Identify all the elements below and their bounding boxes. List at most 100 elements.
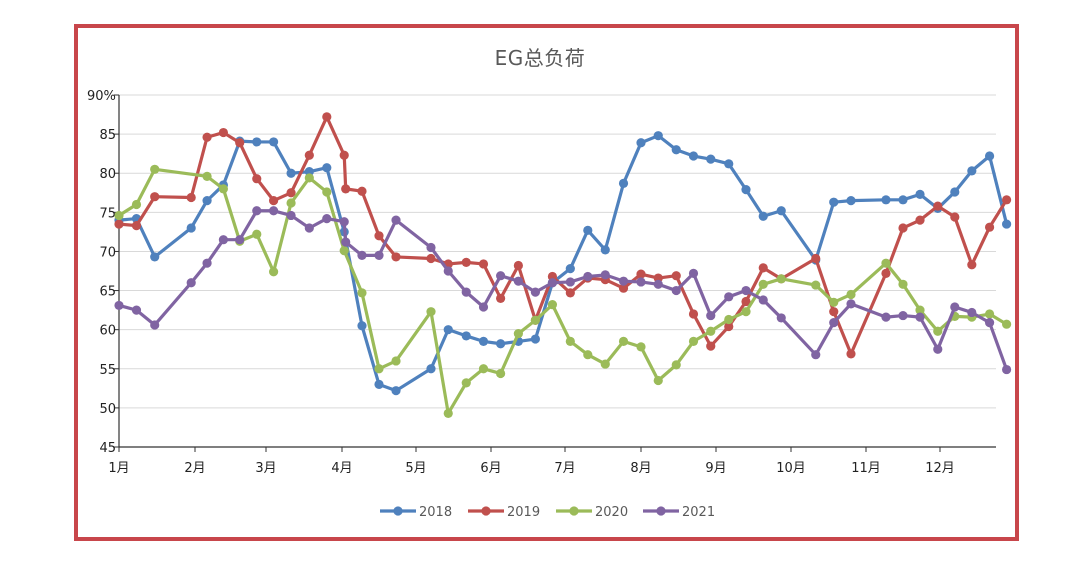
- data-point: [443, 325, 453, 335]
- data-point: [391, 356, 401, 366]
- data-point: [600, 270, 610, 280]
- data-point: [565, 277, 575, 287]
- data-point: [898, 279, 908, 289]
- data-point: [1002, 364, 1012, 375]
- x-tick-label: 10月: [776, 461, 806, 476]
- data-point: [706, 326, 716, 336]
- data-point: [461, 287, 471, 297]
- data-point: [202, 132, 212, 142]
- data-point: [322, 213, 332, 224]
- data-point: [898, 310, 908, 321]
- data-point: [426, 364, 436, 374]
- series-line: [117, 134, 1009, 393]
- data-point: [443, 266, 453, 276]
- chart-frame: [74, 24, 1019, 541]
- data-point: [186, 192, 196, 203]
- data-point: [829, 297, 839, 307]
- legend-marker: [481, 506, 491, 516]
- data-point: [269, 137, 279, 147]
- data-point: [583, 225, 593, 235]
- data-point: [950, 302, 960, 312]
- y-tick-label: 80: [99, 167, 116, 182]
- y-axis-ticks: 45 50 55 60 65 70 75 80 85 90%: [87, 89, 119, 456]
- data-point: [881, 195, 891, 205]
- y-tick-label: 70: [99, 245, 116, 260]
- data-point: [881, 312, 891, 322]
- data-point: [950, 212, 960, 222]
- data-point: [547, 300, 558, 310]
- legend: 2018 2019 2020 2021: [380, 505, 715, 520]
- data-point: [984, 309, 995, 319]
- data-point: [618, 336, 629, 346]
- data-point: [478, 364, 489, 374]
- data-point: [339, 217, 349, 227]
- data-point: [374, 231, 384, 241]
- x-tick-label: 12月: [925, 461, 955, 476]
- data-point: [304, 223, 314, 233]
- data-point: [741, 307, 751, 317]
- data-point: [811, 280, 821, 290]
- data-point: [933, 201, 943, 211]
- data-point: [811, 350, 821, 360]
- data-point: [496, 293, 506, 303]
- legend-item-2021: 2021: [643, 505, 715, 520]
- data-point: [218, 235, 228, 245]
- data-point: [671, 145, 681, 155]
- data-point: [131, 221, 142, 231]
- data-point: [1002, 319, 1012, 329]
- data-point: [269, 206, 279, 216]
- data-point: [374, 364, 384, 374]
- data-point: [671, 271, 681, 281]
- data-point: [671, 285, 681, 296]
- series-line: [117, 167, 1009, 415]
- data-point: [269, 267, 279, 277]
- data-point: [688, 336, 699, 346]
- data-point: [478, 336, 489, 346]
- data-point: [846, 299, 856, 309]
- y-tick-label: 55: [99, 363, 116, 378]
- x-tick-label: 9月: [705, 461, 726, 476]
- x-tick-label: 8月: [630, 461, 651, 476]
- data-point: [391, 386, 401, 396]
- data-point: [530, 315, 541, 325]
- data-point: [391, 215, 401, 225]
- data-point: [443, 408, 453, 418]
- data-point: [741, 296, 751, 307]
- data-point: [218, 127, 228, 138]
- data-point: [688, 151, 699, 161]
- data-point: [496, 368, 506, 379]
- y-tick-label: 75: [99, 206, 116, 221]
- data-point: [706, 341, 716, 351]
- data-point: [202, 171, 212, 181]
- data-point: [374, 250, 384, 260]
- data-point: [286, 198, 296, 208]
- data-point: [618, 283, 629, 293]
- data-point: [426, 253, 436, 264]
- data-point: [967, 166, 977, 176]
- data-point: [653, 131, 663, 141]
- data-point: [150, 192, 160, 202]
- data-point: [252, 229, 262, 239]
- y-tick-label: 50: [99, 402, 116, 417]
- data-point: [967, 307, 977, 318]
- data-point: [636, 269, 646, 279]
- data-point: [478, 259, 489, 269]
- data-point: [600, 245, 610, 255]
- data-point: [286, 188, 296, 198]
- data-point: [933, 344, 943, 354]
- data-point: [758, 295, 768, 305]
- series-2021: [114, 206, 1012, 375]
- data-point: [636, 277, 646, 287]
- data-point: [530, 334, 541, 344]
- data-point: [513, 328, 523, 339]
- legend-label: 2019: [507, 505, 540, 520]
- data-point: [252, 137, 262, 147]
- data-point: [357, 288, 367, 298]
- data-point: [202, 196, 212, 206]
- data-point: [341, 184, 351, 194]
- x-tick-label: 3月: [255, 461, 276, 476]
- data-point: [724, 159, 734, 169]
- data-point: [186, 223, 196, 233]
- data-point: [846, 289, 856, 300]
